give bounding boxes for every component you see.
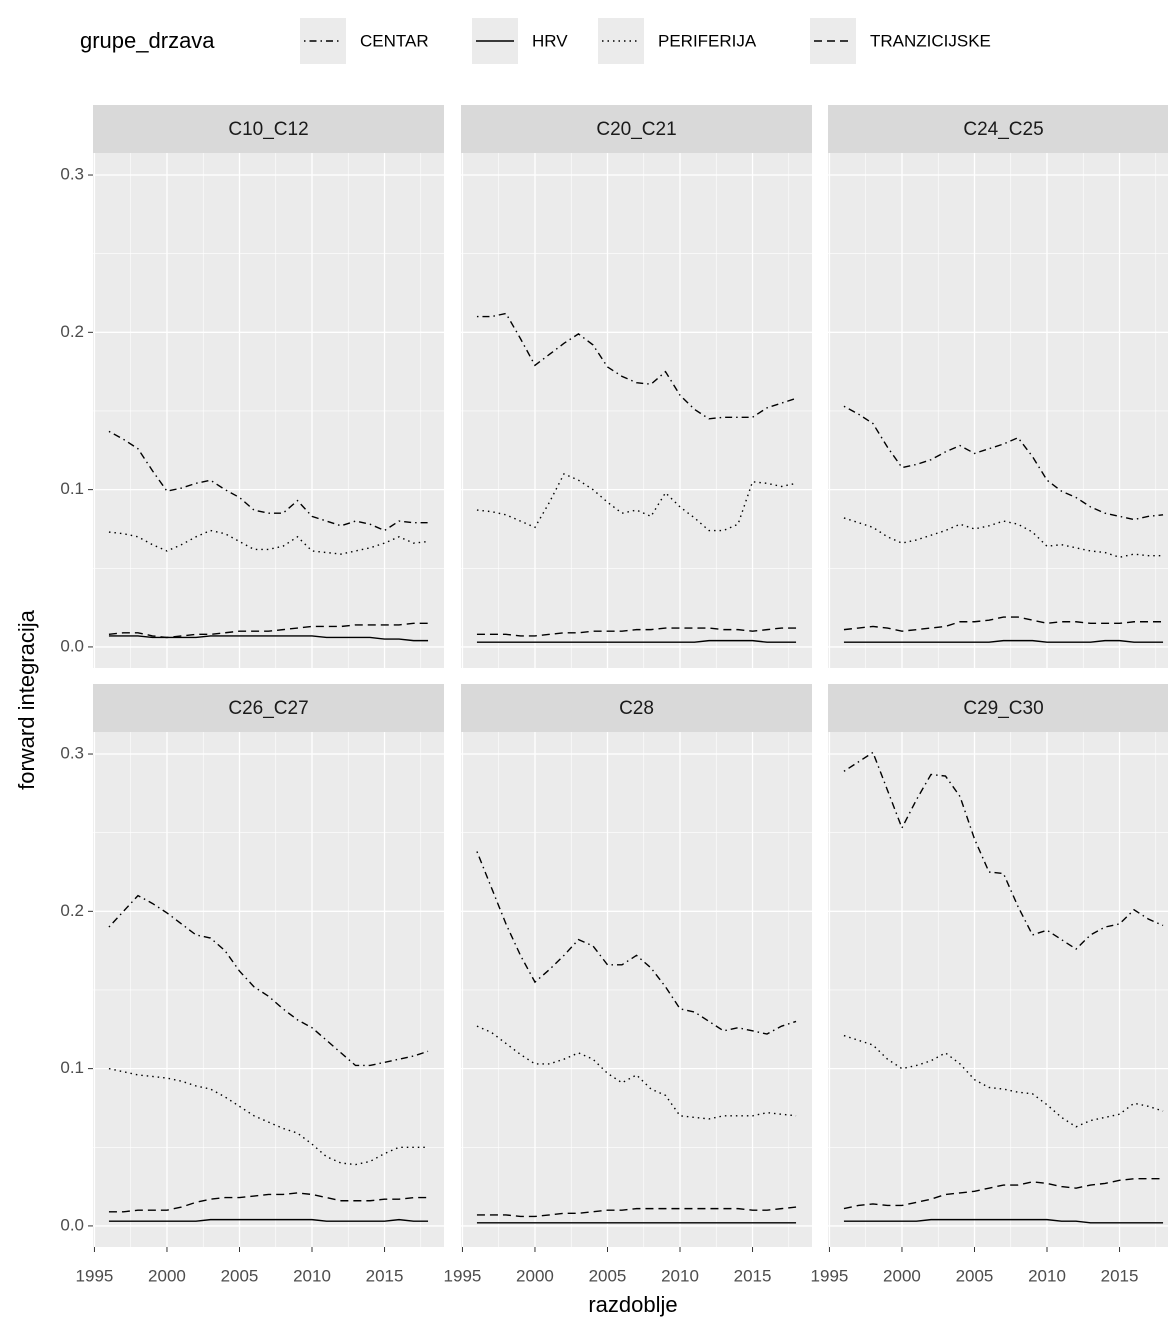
panel-background [461,732,812,1247]
x-tick-label: 1995 [811,1266,849,1285]
series-line [843,751,1164,950]
panel-background [461,153,812,668]
x-tick-label: 2005 [221,1266,259,1285]
x-tick-label: 2010 [1028,1266,1066,1285]
y-tick-label: 0.1 [60,479,84,498]
strip-title: C26_C27 [228,698,308,719]
strip-title: C28 [619,698,654,719]
panel-background [93,153,444,668]
x-tick-label: 2015 [1101,1266,1139,1285]
series-line [476,639,797,643]
series-line [108,894,429,1067]
legend-key [300,18,346,64]
strip-title: C29_C30 [963,698,1043,719]
strip-title: C10_C12 [228,119,308,140]
y-tick-label: 0.2 [60,901,84,920]
x-tick-label: 2000 [516,1266,554,1285]
x-tick-label: 1995 [444,1266,482,1285]
x-tick-label: 2005 [589,1266,627,1285]
strip-title: C24_C25 [963,119,1043,140]
strip [461,105,812,153]
x-axis-label: razdoblje [588,1292,677,1317]
series-line [843,639,1164,643]
strip [828,105,1168,153]
legend-label: PERIFERIJA [658,31,757,50]
legend-title: grupe_drzava [80,28,215,53]
y-tick-label: 0.3 [60,744,84,763]
strip [93,684,444,732]
legend-label: HRV [532,31,568,50]
series-line [476,312,797,420]
series-line [108,529,429,555]
x-tick-label: 2010 [661,1266,699,1285]
y-tick-label: 0.3 [60,165,84,184]
panel-background [93,732,444,1247]
panel-background [828,153,1168,668]
y-tick-label: 0.0 [60,636,84,655]
strip [461,684,812,732]
panel-background [828,732,1168,1247]
series-line [108,622,429,639]
strip [828,684,1168,732]
x-tick-label: 1995 [76,1266,114,1285]
series-line [476,472,797,532]
x-tick-label: 2000 [883,1266,921,1285]
series-line [843,1178,1164,1210]
x-tick-label: 2015 [366,1266,404,1285]
series-line [476,851,797,1035]
legend-label: CENTAR [360,31,429,50]
series-line [108,1192,429,1213]
x-tick-label: 2010 [293,1266,331,1285]
series-line [476,1206,797,1218]
series-line [476,1025,797,1120]
y-axis-label: forward integracija [14,609,39,790]
x-tick-label: 2000 [148,1266,186,1285]
strip [93,105,444,153]
series-line [108,1067,429,1166]
x-tick-label: 2015 [734,1266,772,1285]
series-line [843,616,1164,632]
y-tick-label: 0.1 [60,1058,84,1077]
x-tick-label: 2005 [956,1266,994,1285]
strip-title: C20_C21 [596,119,676,140]
series-line [843,405,1164,521]
y-tick-label: 0.2 [60,322,84,341]
series-line [843,1218,1164,1224]
y-tick-label: 0.0 [60,1215,84,1234]
legend-label: TRANZICIJSKE [870,31,991,50]
series-line [476,627,797,637]
series-line [108,1218,429,1222]
series-line [108,430,429,532]
legend-key [598,18,644,64]
